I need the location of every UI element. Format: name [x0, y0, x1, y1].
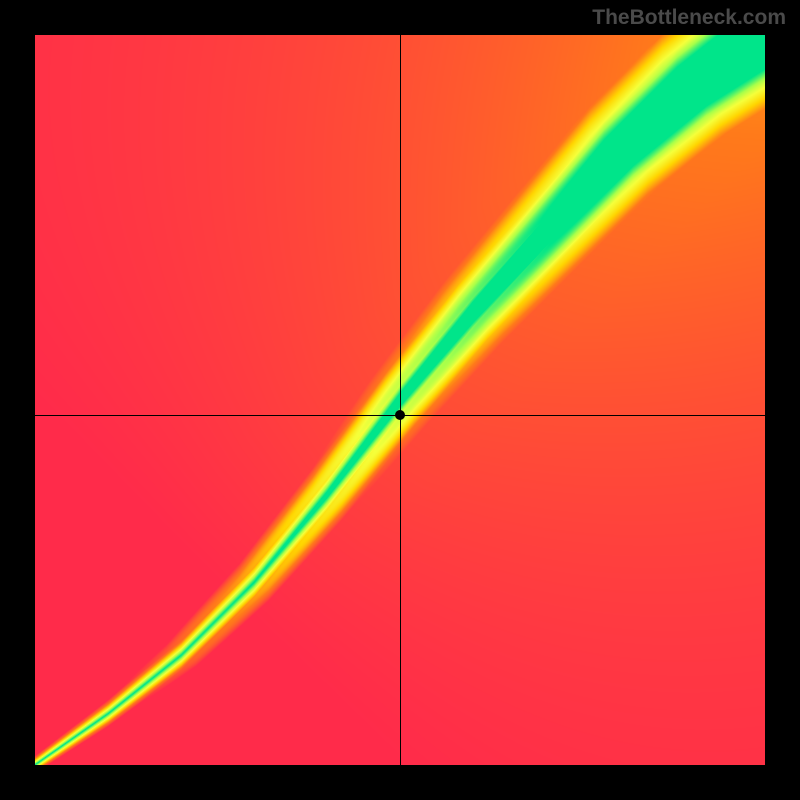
watermark-text: TheBottleneck.com — [592, 6, 786, 30]
marker-dot — [395, 410, 405, 420]
crosshair-vertical — [400, 35, 401, 765]
heatmap-plot — [35, 35, 765, 765]
